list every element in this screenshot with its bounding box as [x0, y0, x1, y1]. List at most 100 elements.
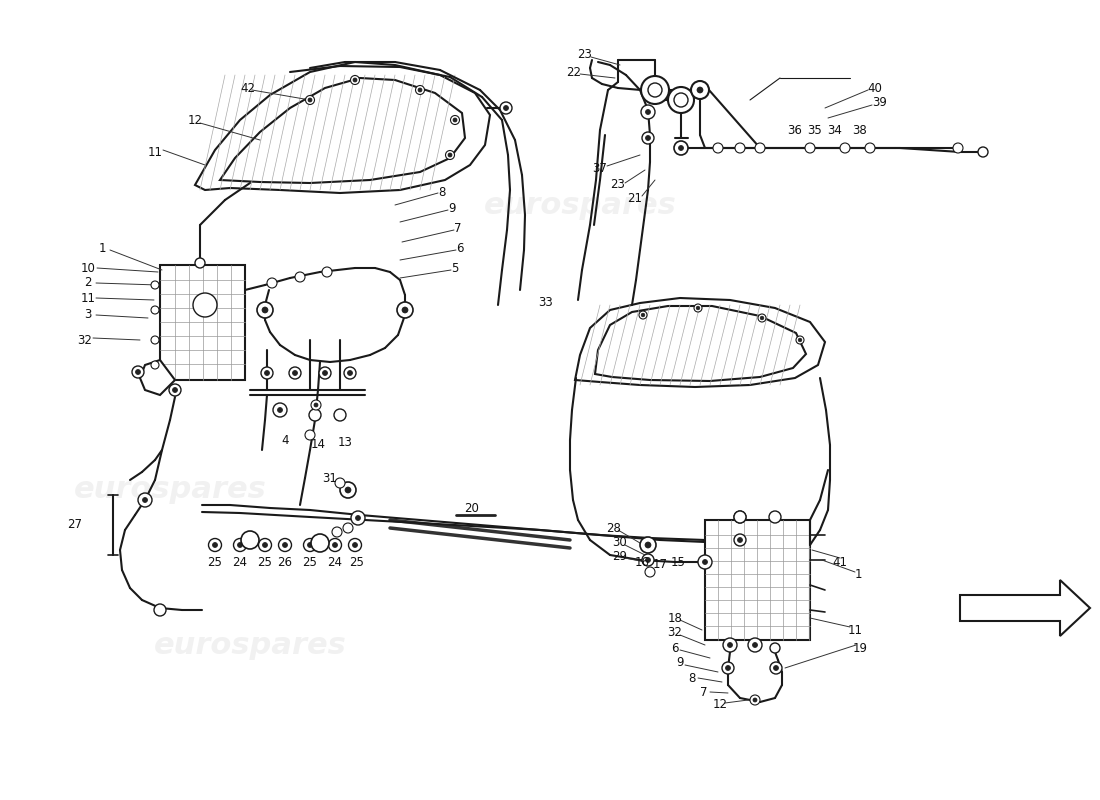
Circle shape — [154, 604, 166, 616]
Circle shape — [212, 542, 218, 547]
Circle shape — [697, 87, 703, 93]
Circle shape — [241, 531, 258, 549]
Circle shape — [314, 403, 318, 407]
Circle shape — [306, 95, 315, 105]
Circle shape — [694, 304, 702, 312]
Text: 37: 37 — [593, 162, 607, 174]
Text: 17: 17 — [652, 558, 668, 571]
Circle shape — [648, 83, 662, 97]
Circle shape — [278, 538, 292, 551]
Circle shape — [322, 267, 332, 277]
Circle shape — [641, 313, 645, 317]
Text: 4: 4 — [282, 434, 288, 446]
Circle shape — [308, 98, 312, 102]
Circle shape — [799, 338, 802, 342]
Text: 8: 8 — [689, 671, 695, 685]
Circle shape — [453, 118, 456, 122]
Text: 8: 8 — [438, 186, 446, 198]
Text: 2: 2 — [85, 277, 91, 290]
Circle shape — [258, 538, 272, 551]
Text: 33: 33 — [539, 295, 553, 309]
Text: 16: 16 — [635, 555, 649, 569]
Circle shape — [353, 78, 358, 82]
Circle shape — [151, 336, 160, 344]
Text: 32: 32 — [668, 626, 682, 639]
Circle shape — [257, 302, 273, 318]
Circle shape — [416, 86, 425, 94]
Circle shape — [195, 258, 205, 268]
Circle shape — [309, 409, 321, 421]
Text: 12: 12 — [187, 114, 202, 126]
Circle shape — [674, 141, 688, 155]
Circle shape — [953, 143, 962, 153]
Circle shape — [978, 147, 988, 157]
Circle shape — [646, 558, 650, 562]
Circle shape — [756, 144, 764, 152]
Circle shape — [641, 105, 654, 119]
Circle shape — [283, 542, 287, 547]
Circle shape — [138, 493, 152, 507]
Text: 25: 25 — [302, 555, 318, 569]
Text: 34: 34 — [827, 123, 843, 137]
Text: 12: 12 — [713, 698, 727, 711]
Circle shape — [674, 93, 688, 107]
Circle shape — [646, 110, 650, 114]
Text: 28: 28 — [606, 522, 621, 534]
Circle shape — [135, 370, 141, 374]
Circle shape — [734, 511, 746, 523]
Text: 5: 5 — [451, 262, 459, 274]
Circle shape — [703, 559, 707, 565]
Circle shape — [723, 638, 737, 652]
Text: 19: 19 — [852, 642, 868, 654]
Text: 20: 20 — [464, 502, 480, 514]
Circle shape — [748, 638, 762, 652]
Text: 25: 25 — [208, 555, 222, 569]
Circle shape — [726, 666, 730, 670]
Circle shape — [264, 370, 270, 375]
Circle shape — [769, 511, 781, 523]
Text: eurospares: eurospares — [484, 190, 676, 219]
Circle shape — [169, 384, 182, 396]
Circle shape — [209, 538, 221, 551]
Text: 3: 3 — [85, 309, 91, 322]
Circle shape — [642, 554, 654, 566]
Text: 6: 6 — [456, 242, 464, 254]
Text: 7: 7 — [701, 686, 707, 698]
Circle shape — [289, 367, 301, 379]
Circle shape — [261, 367, 273, 379]
Circle shape — [805, 143, 815, 153]
Text: 1: 1 — [855, 569, 861, 582]
Text: 18: 18 — [668, 611, 682, 625]
Text: 31: 31 — [322, 471, 338, 485]
Circle shape — [304, 538, 317, 551]
Circle shape — [151, 361, 160, 369]
Circle shape — [698, 555, 712, 569]
Text: 10: 10 — [80, 262, 96, 274]
Circle shape — [639, 311, 647, 319]
Circle shape — [343, 523, 353, 533]
Circle shape — [760, 316, 763, 320]
Text: 30: 30 — [613, 537, 627, 550]
Circle shape — [722, 662, 734, 674]
Text: eurospares: eurospares — [154, 630, 346, 659]
Text: 38: 38 — [852, 123, 868, 137]
Circle shape — [293, 370, 297, 375]
Circle shape — [351, 75, 360, 85]
Text: 11: 11 — [80, 291, 96, 305]
Text: 42: 42 — [241, 82, 255, 94]
Circle shape — [451, 115, 460, 125]
Circle shape — [865, 143, 874, 153]
Circle shape — [192, 293, 217, 317]
Bar — [705, 520, 810, 640]
Circle shape — [351, 511, 365, 525]
Text: 26: 26 — [277, 555, 293, 569]
Text: 15: 15 — [671, 555, 685, 569]
Circle shape — [640, 537, 656, 553]
Text: 6: 6 — [671, 642, 679, 654]
Text: 25: 25 — [257, 555, 273, 569]
Circle shape — [773, 666, 779, 670]
Text: 24: 24 — [328, 555, 342, 569]
Circle shape — [840, 143, 850, 153]
Polygon shape — [140, 360, 175, 395]
Circle shape — [334, 409, 346, 421]
